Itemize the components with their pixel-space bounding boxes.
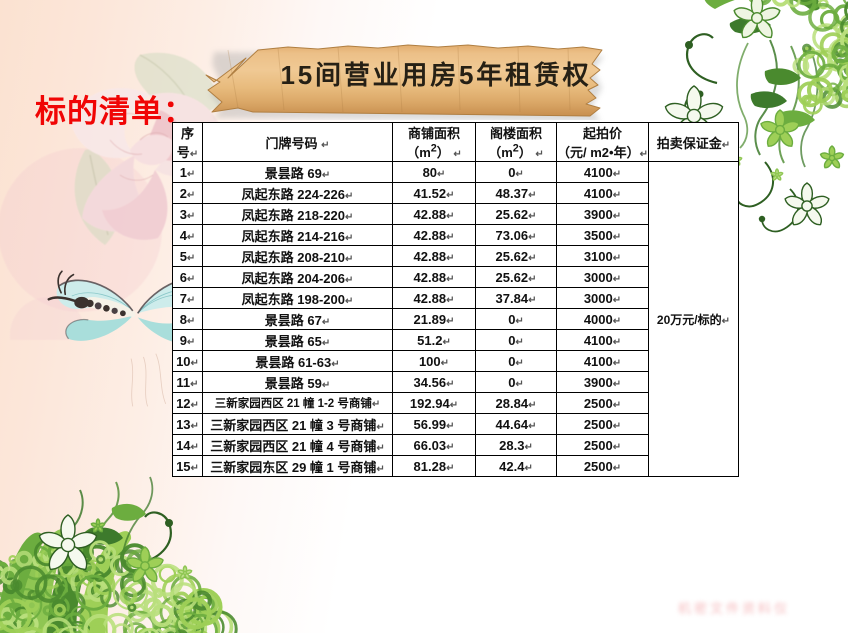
- svg-text:15间营业用房5年租赁权: 15间营业用房5年租赁权: [281, 60, 592, 90]
